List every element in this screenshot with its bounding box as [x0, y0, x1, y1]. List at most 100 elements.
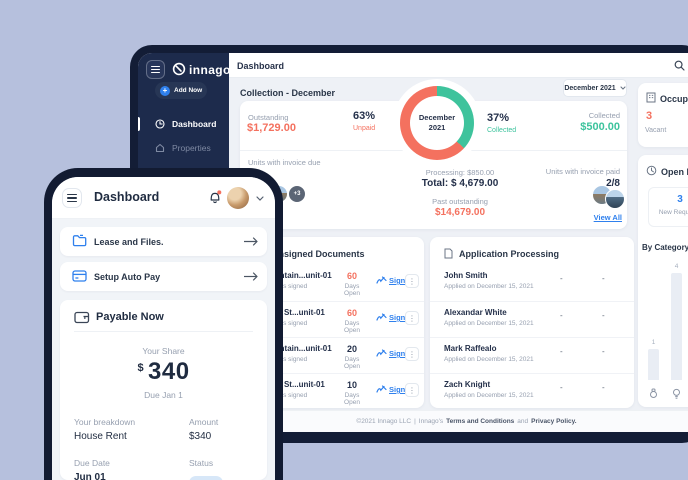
collected-percent: 37%: [487, 112, 510, 124]
share-amount: $ 340: [137, 358, 190, 385]
view-all-link[interactable]: View All: [593, 213, 622, 222]
breakdown-item: House Rent: [74, 431, 127, 442]
terms-link[interactable]: Terms and Conditions: [446, 418, 515, 425]
status-dash: -: [560, 347, 563, 356]
desktop-footer: ©2021 Innago LLC | Innago's Terms and Co…: [229, 410, 688, 432]
new-requests-label: New Requests: [658, 209, 688, 216]
payable-title: Payable Now: [96, 311, 164, 323]
application-row[interactable]: Alexandar White Applied on December 15, …: [430, 301, 634, 337]
chevron-down-icon[interactable]: [256, 196, 264, 201]
amount-header: Amount: [189, 417, 219, 427]
share-label: Your Share: [142, 346, 185, 356]
sign-button[interactable]: Sign: [389, 276, 406, 285]
desktop-device-frame: innago + Add Now Dashboard Properties Te…: [130, 45, 688, 443]
sign-button[interactable]: Sign: [389, 313, 406, 322]
plumbing-icon: [650, 388, 657, 398]
status-badge: [189, 476, 223, 480]
avatar-overflow-badge[interactable]: +3: [288, 185, 306, 203]
status-dash: -: [602, 274, 605, 283]
status-dash: -: [560, 274, 563, 283]
breakdown-header: Your breakdown: [74, 417, 136, 427]
active-indicator: [138, 117, 140, 131]
breakdown-amount: $340: [189, 431, 212, 442]
new-requests-box[interactable]: 3 New Requests: [648, 187, 688, 227]
collected-percent-label: Collected: [487, 127, 517, 134]
folder-icon: [72, 234, 87, 247]
innago-logo-text: innago: [189, 63, 231, 77]
dashboard-icon: [155, 119, 165, 129]
new-requests-value: 3: [677, 194, 683, 205]
arrow-right-icon: [244, 237, 258, 246]
bar-value: 4: [674, 263, 679, 270]
collected-label: Collected: [588, 111, 620, 120]
kebab-menu-icon[interactable]: ⋮: [405, 311, 419, 325]
applications-title: Application Processing: [459, 249, 560, 259]
privacy-link[interactable]: Privacy Policy.: [531, 418, 577, 425]
document-row[interactable]: Vine St...unit-01 tenants signed 10 Days…: [252, 373, 424, 408]
donut-ring: December 2021: [400, 86, 474, 160]
kebab-menu-icon[interactable]: ⋮: [405, 274, 419, 288]
desktop-screen: innago + Add Now Dashboard Properties Te…: [138, 53, 688, 432]
kebab-menu-icon[interactable]: ⋮: [405, 383, 419, 397]
maintenance-title: Open Maintenance: [661, 167, 688, 177]
signature-icon: [376, 349, 387, 357]
arrow-right-icon: [244, 272, 258, 281]
units-due-label: Units with invoice due: [248, 158, 321, 167]
status-header: Status: [189, 458, 214, 468]
building-icon: [646, 92, 656, 103]
bar-plumbing[interactable]: [648, 349, 659, 380]
hamburger-icon: [67, 192, 77, 204]
signature-icon: [376, 385, 387, 393]
donut-center-label: December 2021: [410, 96, 464, 150]
maintenance-icon: [646, 165, 657, 176]
units-paid-value: 2/8: [606, 178, 620, 189]
documents-title: Unsigned Documents: [272, 249, 365, 259]
bell-icon[interactable]: [208, 189, 223, 205]
occupancy-title: Occupancy: [660, 94, 688, 104]
kebab-menu-icon[interactable]: ⋮: [405, 347, 419, 361]
unpaid-label: Unpaid: [353, 125, 376, 132]
collected-value: $500.00: [580, 121, 620, 133]
user-avatar[interactable]: [227, 187, 249, 209]
signature-icon: [376, 313, 387, 321]
document-row[interactable]: Fountain...unit-01 tenants signed 60 Day…: [252, 265, 424, 301]
phone-screen: Dashboard Lease and Files. Setup Auto Pa…: [52, 177, 275, 480]
lease-and-files-row[interactable]: Lease and Files.: [60, 227, 267, 256]
credit-card-icon: [72, 270, 87, 282]
sidebar-item-dashboard[interactable]: Dashboard: [138, 113, 229, 135]
due-label: Due Jan 1: [144, 390, 183, 400]
lightbulb-icon: [673, 388, 680, 399]
page-title: Dashboard: [237, 61, 285, 71]
sign-button[interactable]: Sign: [389, 385, 406, 394]
unpaid-percent: 63%: [353, 110, 376, 122]
setup-auto-pay-row[interactable]: Setup Auto Pay: [60, 262, 267, 291]
topbar: Dashboard: [229, 53, 688, 78]
property-photo-avatar: [605, 189, 625, 209]
document-row[interactable]: Fountain...unit-01 tenants signed 20 Day…: [252, 337, 424, 373]
occupancy-value: 3: [646, 110, 653, 122]
status-dash: -: [602, 311, 605, 320]
due-date-header: Due Date: [74, 458, 110, 468]
divider: [74, 331, 253, 332]
sign-button[interactable]: Sign: [389, 349, 406, 358]
add-now-button[interactable]: + Add Now: [155, 82, 207, 99]
payable-now-card: Payable Now Your Share $ 340 Due Jan 1 Y…: [60, 300, 267, 480]
copyright-text: ©2021 Innago LLC: [356, 418, 412, 425]
search-icon[interactable]: [674, 60, 685, 71]
mobile-menu-button[interactable]: [62, 188, 82, 208]
document-row[interactable]: Vine St...unit-01 tenants signed 60 Days…: [252, 301, 424, 337]
open-maintenance-card: Open Maintenance 3 New Requests By Categ…: [638, 155, 688, 407]
occupancy-card: Occupancy 3 Vacant: [638, 83, 688, 147]
mobile-page-title: Dashboard: [94, 190, 160, 204]
application-row[interactable]: John Smith Applied on December 15, 2021 …: [444, 271, 605, 290]
sidebar-collapse-button[interactable]: [146, 60, 165, 79]
status-dash: -: [602, 347, 605, 356]
bar-value: 1: [651, 339, 656, 346]
date-filter-dropdown[interactable]: December 2021: [563, 79, 627, 97]
application-row[interactable]: Zach Knight Applied on December 15, 2021…: [430, 373, 634, 408]
wallet-icon: [74, 311, 90, 324]
sidebar-item-properties[interactable]: Properties: [138, 137, 229, 159]
application-row[interactable]: Mark Raffealo Applied on December 15, 20…: [430, 337, 634, 373]
bar-electrical[interactable]: [671, 273, 682, 380]
main-content: Collection - December December 2021 Dece…: [229, 78, 688, 410]
